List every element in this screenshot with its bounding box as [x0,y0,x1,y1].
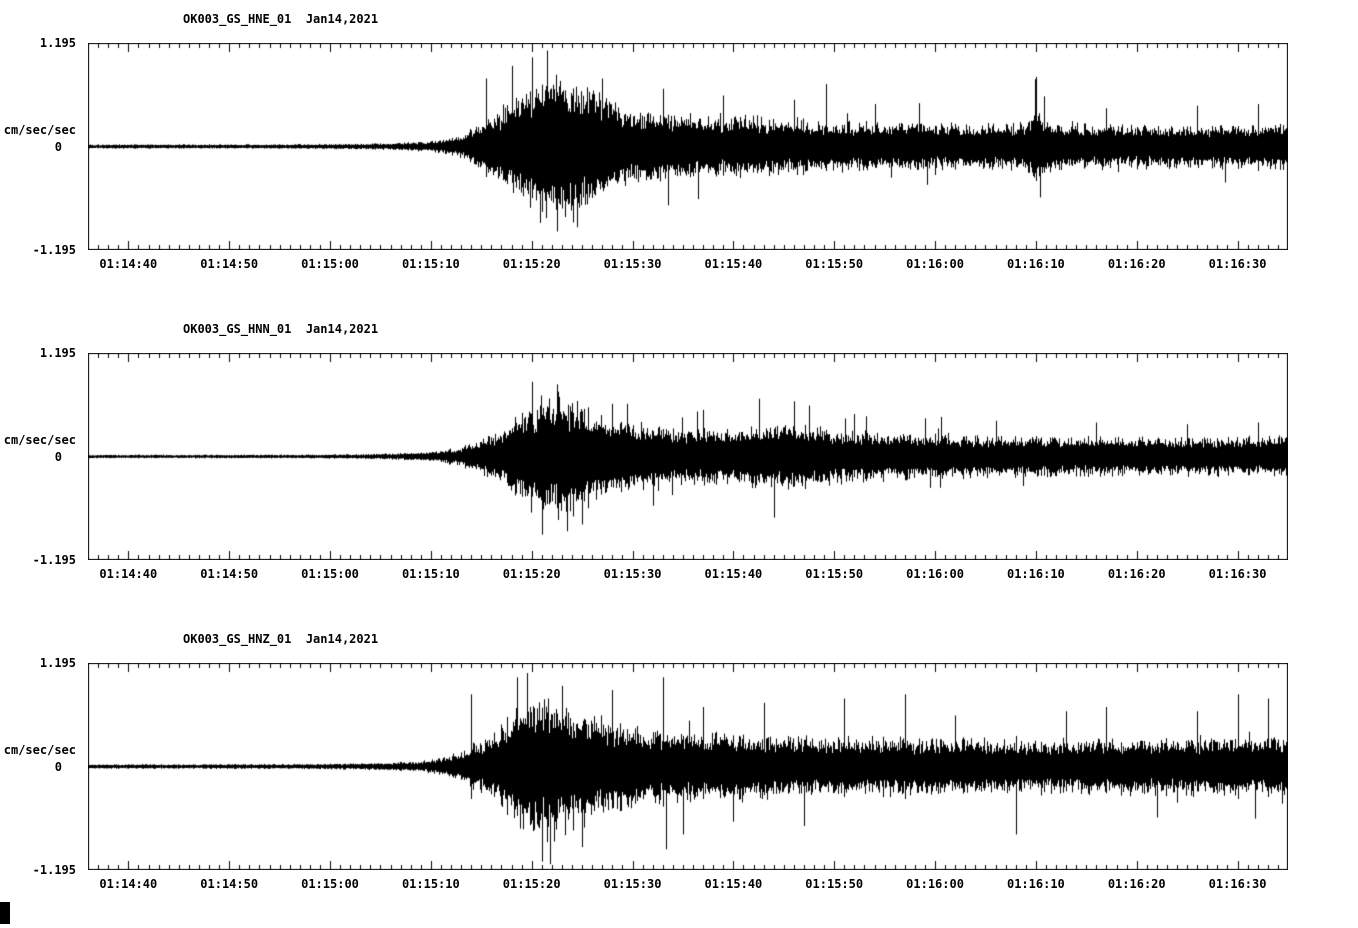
y-tick-label-max: 1.195 [39,36,76,50]
x-tick-label: 01:15:30 [603,567,662,581]
seismogram-panel-hnz: OK003_GS_HNZ_01 Jan14,2021 1.195 cm/sec/… [0,620,1358,928]
x-tick-label: 01:14:40 [99,257,158,271]
x-tick-label: 01:15:10 [401,877,460,891]
seismogram-panel-hnn: OK003_GS_HNN_01 Jan14,2021 1.195 cm/sec/… [0,310,1358,618]
y-tick-label-max: 1.195 [39,346,76,360]
x-tick-label: 01:16:20 [1107,877,1166,891]
x-tick-label: 01:15:00 [301,257,359,271]
x-tick-label: 01:15:50 [805,257,864,271]
y-tick-label-min: -1.195 [32,863,76,877]
x-tick-label: 01:15:20 [502,257,561,271]
x-tick-label: 01:16:20 [1107,567,1166,581]
x-tick-label: 01:15:40 [704,567,763,581]
x-tick-label: 01:15:40 [704,877,763,891]
x-tick-label: 01:15:10 [401,567,460,581]
x-tick-label: 01:14:40 [99,877,158,891]
x-tick-label: 01:16:10 [1006,257,1065,271]
trace-title: OK003_GS_HNE_01 Jan14,2021 [183,12,379,26]
x-tick-label: 01:15:10 [401,257,460,271]
x-tick-label: 01:16:00 [906,877,964,891]
x-tick-label: 01:15:50 [805,877,864,891]
x-tick-label: 01:14:40 [99,567,158,581]
x-tick-label: 01:15:30 [603,877,662,891]
x-tick-label: 01:15:00 [301,567,359,581]
y-axis-unit-label: cm/sec/sec [3,743,76,757]
x-tick-label: 01:16:30 [1208,877,1267,891]
x-tick-label: 01:16:00 [906,257,964,271]
x-tick-label: 01:15:20 [502,567,561,581]
x-tick-label: 01:16:10 [1006,877,1065,891]
screen-corner-artifact [0,902,10,924]
x-tick-label: 01:16:00 [906,567,964,581]
y-tick-label-zero: 0 [54,140,62,154]
x-tick-label: 01:14:50 [200,257,259,271]
seismogram-canvas-hnn [88,353,1288,560]
y-tick-label-min: -1.195 [32,243,76,257]
y-axis-unit-label: cm/sec/sec [3,123,76,137]
x-tick-label: 01:16:30 [1208,257,1267,271]
x-tick-label: 01:15:20 [502,877,561,891]
x-tick-label: 01:15:40 [704,257,763,271]
y-tick-label-max: 1.195 [39,656,76,670]
x-tick-label: 01:14:50 [200,567,259,581]
x-tick-label: 01:16:30 [1208,567,1267,581]
x-tick-label: 01:15:50 [805,567,864,581]
seismogram-canvas-hnz [88,663,1288,870]
y-axis-unit-label: cm/sec/sec [3,433,76,447]
x-tick-label: 01:16:10 [1006,567,1065,581]
trace-title: OK003_GS_HNN_01 Jan14,2021 [183,322,379,336]
seismogram-canvas-hne [88,43,1288,250]
x-tick-label: 01:14:50 [200,877,259,891]
y-tick-label-zero: 0 [54,760,62,774]
trace-title: OK003_GS_HNZ_01 Jan14,2021 [183,632,379,646]
y-tick-label-zero: 0 [54,450,62,464]
seismogram-panel-hne: OK003_GS_HNE_01 Jan14,2021 1.195 cm/sec/… [0,0,1358,308]
x-tick-label: 01:15:00 [301,877,359,891]
x-tick-label: 01:15:30 [603,257,662,271]
y-tick-label-min: -1.195 [32,553,76,567]
x-tick-label: 01:16:20 [1107,257,1166,271]
